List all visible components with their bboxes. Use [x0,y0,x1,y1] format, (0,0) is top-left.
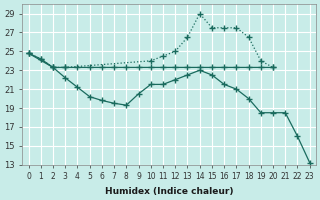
X-axis label: Humidex (Indice chaleur): Humidex (Indice chaleur) [105,187,233,196]
